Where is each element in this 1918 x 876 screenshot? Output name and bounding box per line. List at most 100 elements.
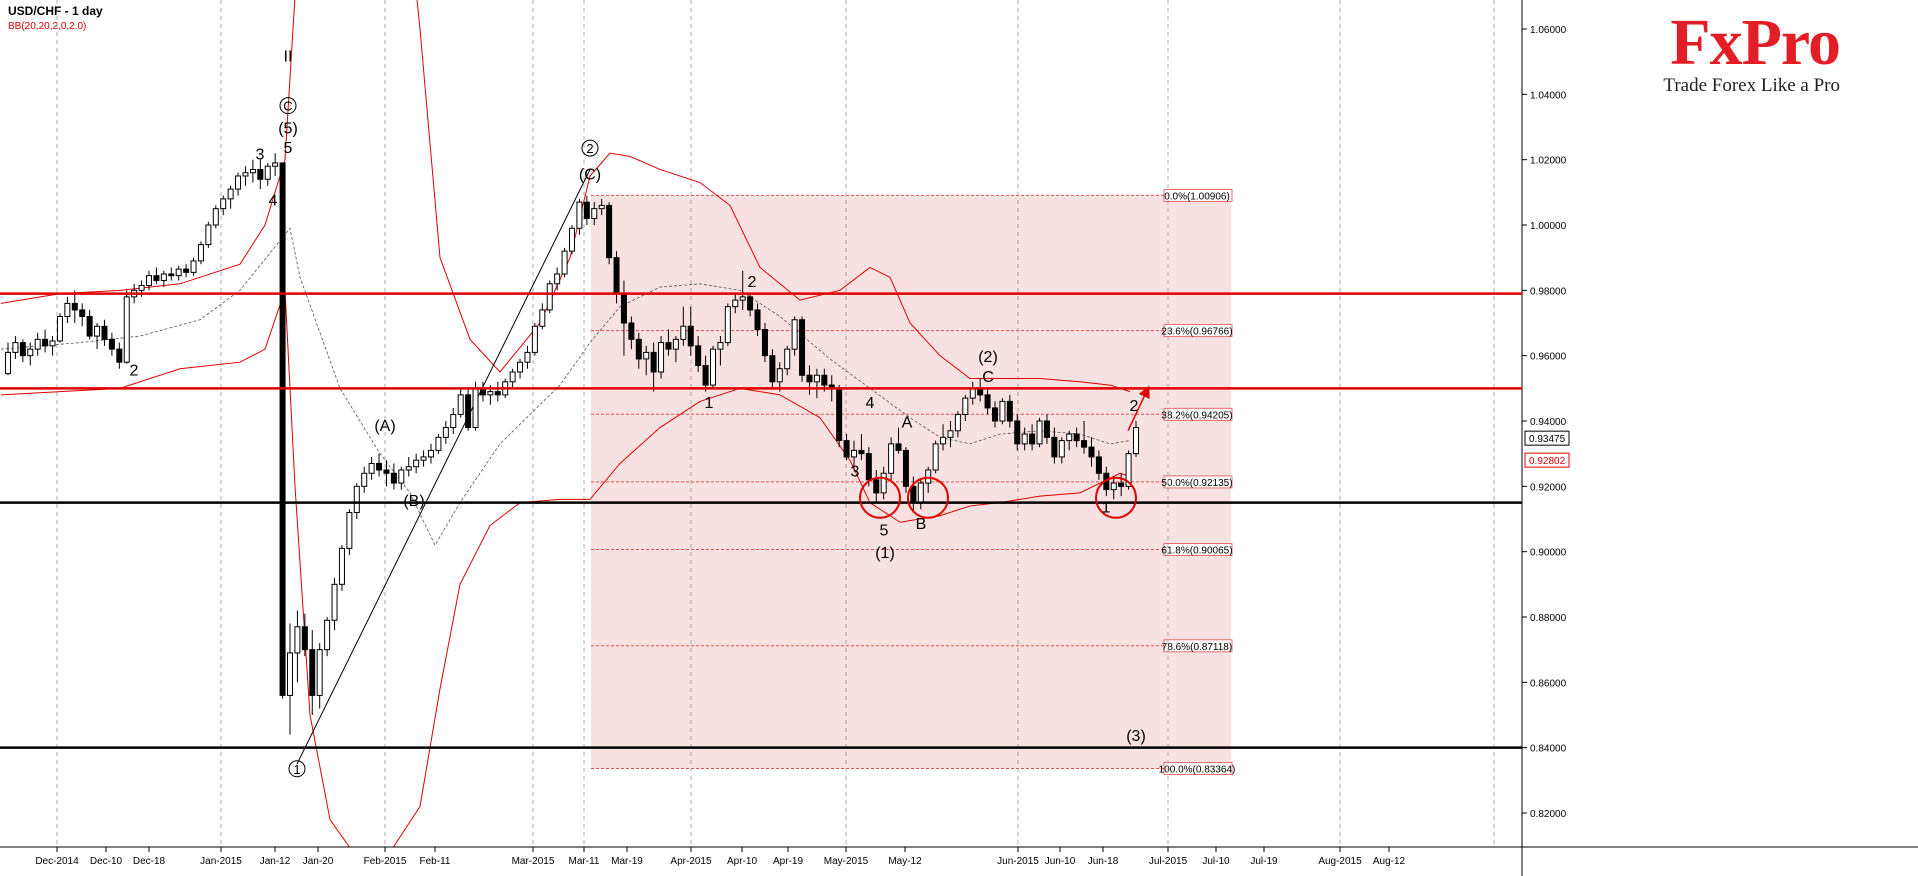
fibonacci-retracement: 0.0%(1.00906) 23.6%(0.96766) 38.2%(0.94205… (591, 189, 1235, 775)
candle-body (1014, 420, 1021, 445)
indicator-label: BB(20,20,2,0,2.0) (8, 21, 87, 32)
candle-body (450, 413, 457, 429)
candle-body (672, 338, 679, 350)
highlight-circle (1095, 476, 1137, 519)
y-tick-label: 1.04000 (1530, 90, 1567, 101)
fib-level-label: 78.6%(0.87118) (1162, 642, 1232, 653)
wave-label-circle (581, 139, 599, 157)
candle-body (390, 472, 397, 484)
candle-body (361, 472, 368, 487)
y-tick-label: 0.92000 (1530, 482, 1567, 493)
candle-body (34, 338, 41, 350)
y-tick-label: 1.02000 (1530, 156, 1567, 167)
candle-body (1051, 436, 1058, 458)
candle-body (628, 322, 635, 340)
wave-label: (3) (1126, 728, 1146, 745)
bb-price-tag-box (1524, 452, 1570, 468)
candle-body (346, 511, 353, 549)
candle-body (1110, 482, 1117, 491)
candle-body (658, 342, 665, 373)
candle-body (27, 348, 34, 357)
candle-body (294, 626, 301, 654)
candle-body (101, 325, 108, 340)
wave-label: 5 (880, 522, 889, 539)
fib-level-box (1163, 475, 1233, 489)
x-tick-label: May-12 (888, 856, 922, 867)
wave-label: 1 (1102, 499, 1111, 516)
candle-body (123, 296, 130, 363)
candle-body (64, 302, 71, 317)
x-tick-label: Mar-19 (611, 856, 643, 867)
candle-body (843, 440, 850, 458)
candle-body (272, 162, 279, 167)
candle-body (554, 273, 561, 285)
candle-body (242, 172, 249, 177)
wave-label: 3 (851, 464, 860, 481)
candle-body (902, 449, 909, 487)
candle-body (769, 355, 776, 383)
wave-label: 1 (705, 395, 714, 412)
wave-label: 2 (130, 362, 139, 379)
brand-name: FxPro (1670, 6, 1841, 79)
candle-body (472, 387, 479, 429)
fib-level-label: 61.8%(0.90065) (1161, 546, 1232, 557)
candle-body (331, 583, 338, 621)
candle-body (569, 227, 575, 252)
wave-label: 2 (1130, 398, 1139, 415)
fib-level-box (1163, 639, 1233, 653)
candle-body (309, 649, 316, 696)
candle-body (56, 315, 63, 342)
candle-body (1081, 440, 1088, 448)
candle-body (49, 340, 56, 347)
x-tick-label: Jan-20 (303, 856, 334, 867)
wave-label: (5) (278, 121, 298, 138)
candle-body (1118, 482, 1125, 487)
candle-body (420, 456, 427, 461)
wave-label-circle (288, 760, 306, 778)
candle-body (724, 306, 731, 344)
wave-label: 4 (269, 192, 278, 209)
candle-body (1036, 420, 1043, 445)
x-tick-label: Jan-12 (260, 856, 291, 867)
candle-body (606, 204, 613, 259)
candle-body (1073, 433, 1080, 442)
x-tick-label: Aug-12 (1373, 856, 1406, 867)
highlight-circle (907, 476, 949, 519)
wave-label: B (916, 516, 927, 533)
x-tick-label: Jul-2015 (1149, 856, 1188, 867)
x-tick-label: Jul-19 (1250, 856, 1278, 867)
candle-body (324, 619, 331, 651)
fib-level-label: 23.6%(0.96766) (1161, 327, 1232, 338)
price-axis: 1.06000 1.04000 1.02000 1.00000 0.98000 0.960… (1521, 0, 1570, 876)
x-tick-label: May-2015 (824, 856, 869, 867)
candle-body (650, 351, 657, 373)
candle-body (509, 371, 516, 383)
highlight-circle (859, 476, 901, 519)
candle-body (695, 345, 702, 366)
candle-body (710, 348, 716, 386)
candle-body (457, 394, 464, 415)
candle-body (138, 284, 145, 291)
candle-body (316, 649, 323, 696)
candle-body (784, 348, 791, 370)
bb-price-tag: 0.92802 (1529, 456, 1566, 467)
chart-title: USD/CHF - 1 day (8, 4, 103, 18)
candle-body (836, 387, 843, 442)
candle-body (175, 268, 182, 277)
candle-body (739, 296, 746, 301)
candle-body (702, 364, 709, 386)
candle-body (160, 273, 167, 282)
x-tick-label: Dec-18 (133, 856, 166, 867)
candle-body (220, 198, 227, 210)
candle-body (940, 436, 947, 445)
current-price-tag-box (1524, 430, 1570, 446)
candle-body (168, 273, 175, 277)
x-tick-label: Feb-2015 (364, 856, 407, 867)
candle-body (806, 374, 813, 383)
x-tick-label: Feb-11 (420, 856, 451, 867)
wave-label: 1 (293, 762, 300, 777)
plot-area (0, 0, 1139, 847)
candle-body (576, 201, 583, 229)
candle-body (1043, 420, 1050, 438)
